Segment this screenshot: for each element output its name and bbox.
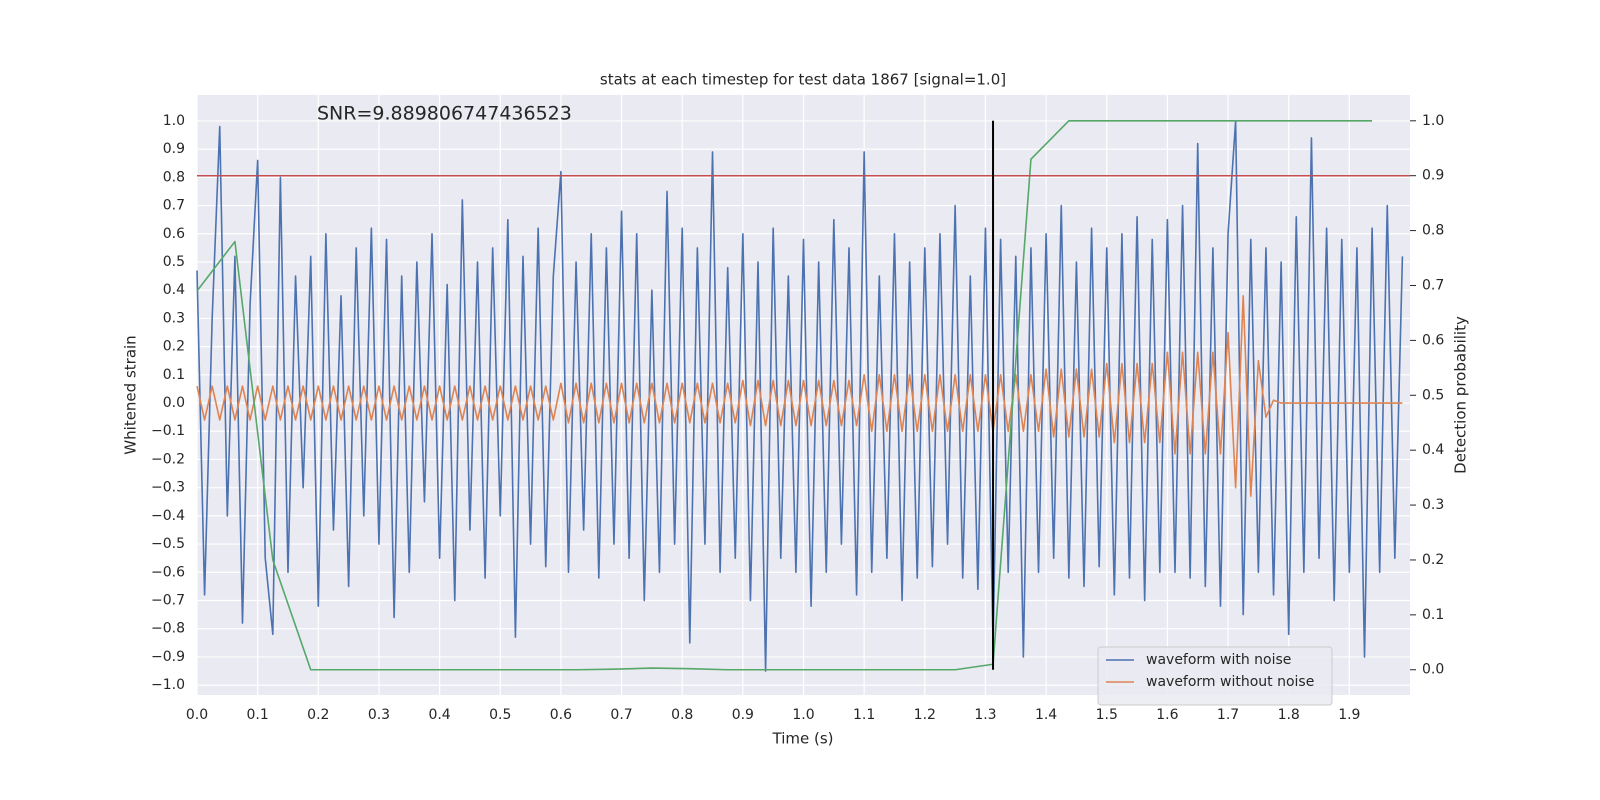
x-tick-label: 0.9 bbox=[732, 707, 754, 723]
y-tick-label: 0.9 bbox=[163, 141, 185, 157]
x-tick-label: 0.4 bbox=[428, 707, 450, 723]
marks bbox=[196, 120, 1410, 672]
x-tick-label: 1.5 bbox=[1096, 707, 1118, 723]
y2-tick-label: 0.5 bbox=[1422, 387, 1444, 403]
x-tick-label: 0.1 bbox=[247, 707, 269, 723]
y-tick-label: −0.7 bbox=[151, 593, 185, 609]
x-axis-label: Time (s) bbox=[772, 730, 834, 748]
y-tick-label: −0.2 bbox=[151, 451, 185, 467]
y2-tick-label: 0.2 bbox=[1422, 552, 1444, 568]
x-tick-label: 1.3 bbox=[974, 707, 996, 723]
x-tick-label: 0.3 bbox=[368, 707, 390, 723]
y2-tick-label: 0.8 bbox=[1422, 223, 1444, 239]
y-tick-label: −0.5 bbox=[151, 536, 185, 552]
y-tick-label: −0.6 bbox=[151, 564, 185, 580]
y-tick-label: −0.4 bbox=[151, 508, 185, 524]
series-line bbox=[196, 295, 1403, 497]
y-tick-label: −0.3 bbox=[151, 480, 185, 496]
x-tick-label: 0.5 bbox=[489, 707, 511, 723]
y2-tick-label: 0.3 bbox=[1422, 497, 1444, 513]
x-tick-label: 1.2 bbox=[914, 707, 936, 723]
y-tick-label: −1.0 bbox=[151, 677, 185, 693]
x-tick-label: 1.1 bbox=[853, 707, 875, 723]
x-tick-label: 0.2 bbox=[307, 707, 329, 723]
annotation: SNR=9.889806747436523 bbox=[317, 103, 572, 125]
y-axis-label: Whitened strain bbox=[122, 335, 140, 454]
y-tick-label: 0.7 bbox=[163, 198, 185, 214]
y2-tick-label: 0.9 bbox=[1422, 168, 1444, 184]
series-line bbox=[196, 120, 1373, 671]
x-tick-label: 0.6 bbox=[550, 707, 572, 723]
y2-axis-label: Detection probability bbox=[1452, 316, 1470, 474]
x-tick-label: 1.7 bbox=[1217, 707, 1239, 723]
y-tick-label: −0.1 bbox=[151, 423, 185, 439]
legend-box bbox=[1097, 646, 1333, 706]
x-tick-label: 0.7 bbox=[610, 707, 632, 723]
y-tick-label: 0.6 bbox=[163, 226, 185, 242]
x-tick-label: 1.9 bbox=[1338, 707, 1360, 723]
y2-tick-label: 0.7 bbox=[1422, 277, 1444, 293]
y-tick-label: 0.1 bbox=[163, 367, 185, 383]
y-tick-label: 0.4 bbox=[163, 282, 185, 298]
y-tick-label: −0.9 bbox=[151, 649, 185, 665]
legend-label: waveform without noise bbox=[1146, 674, 1314, 690]
x-tick-label: 1.6 bbox=[1156, 707, 1178, 723]
y-tick-label: −0.8 bbox=[151, 621, 185, 637]
x-tick-label: 0.8 bbox=[671, 707, 693, 723]
y2-tick-label: 0.4 bbox=[1422, 442, 1444, 458]
x-tick-label: 1.0 bbox=[792, 707, 814, 723]
x-tick-label: 1.8 bbox=[1278, 707, 1300, 723]
y-tick-label: 0.2 bbox=[163, 339, 185, 355]
labels: 0.0 0.1 0.2 0.3 0.4 0.5 0.6 0.7 0.8 0.9 1.0 1.1 1.2 1… bbox=[151, 113, 1444, 723]
x-tick-label: 1.4 bbox=[1035, 707, 1057, 723]
y2-tick-label: 0.1 bbox=[1422, 607, 1444, 623]
y-tick-label: 0.0 bbox=[163, 395, 185, 411]
chart-title: stats at each timestep for test data 186… bbox=[600, 71, 1006, 89]
grid bbox=[196, 95, 1410, 695]
y2-tick-label: 0.0 bbox=[1422, 662, 1444, 678]
y2-tick-label: 0.6 bbox=[1422, 332, 1444, 348]
x-tick-label: 0.0 bbox=[186, 707, 208, 723]
y2-tick-label: 1.0 bbox=[1422, 113, 1444, 129]
y-tick-label: 0.3 bbox=[163, 310, 185, 326]
y-tick-label: 0.8 bbox=[163, 169, 185, 185]
legend-label: waveform with noise bbox=[1146, 652, 1291, 668]
y-tick-label: 1.0 bbox=[163, 113, 185, 129]
y-tick-label: 0.5 bbox=[163, 254, 185, 270]
